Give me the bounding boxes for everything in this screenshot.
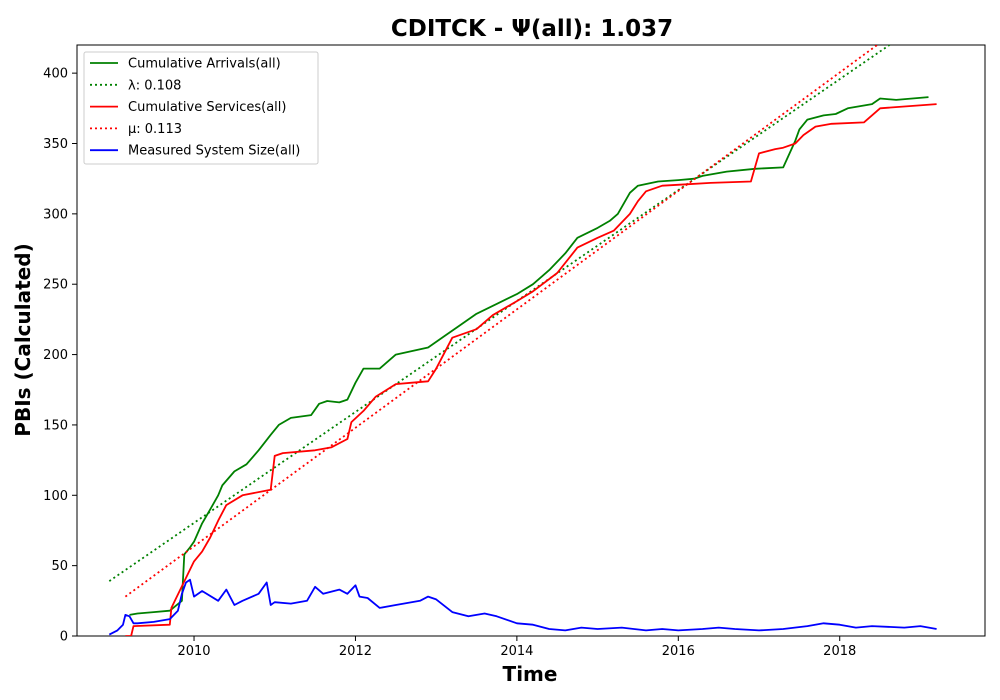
x-tick-label-1: 2012 <box>339 644 372 659</box>
y-tick-label-0: 0 <box>60 630 68 645</box>
y-tick-label-3: 150 <box>43 418 68 433</box>
series-layer <box>108 45 937 636</box>
x-tick-label-4: 2018 <box>823 644 856 659</box>
legend: Cumulative Arrivals(all) λ: 0.108 Cumulati… <box>83 51 319 165</box>
y-tick-label-6: 300 <box>43 207 68 222</box>
series-line-5 <box>108 578 937 636</box>
series-line-3 <box>125 103 937 636</box>
legend-box <box>83 51 319 165</box>
y-axis-title: PBIs (Calculated) <box>11 243 35 436</box>
axes-layer: 2010 2012 2014 2016 2018 0 50 100 150 200 250 300 35… <box>43 67 856 659</box>
series-line-1 <box>129 96 929 616</box>
x-tick-label-0: 2010 <box>177 644 210 659</box>
x-axis-title: Time <box>503 662 558 686</box>
y-tick-label-8: 400 <box>43 67 68 82</box>
y-tick-label-7: 350 <box>43 137 68 152</box>
y-tick-label-4: 200 <box>43 348 68 363</box>
legend-label-4: μ: 0.113 <box>128 122 182 137</box>
x-tick-label-3: 2016 <box>662 644 695 659</box>
legend-label-3: Cumulative Services(all) <box>128 100 286 115</box>
y-tick-label-1: 50 <box>51 559 68 574</box>
legend-label-5: Measured System Size(all) <box>128 144 300 159</box>
chart-title: CDITCK - Ψ(all): 1.037 <box>391 16 673 42</box>
legend-label-1: Cumulative Arrivals(all) <box>128 57 281 72</box>
y-tick-label-2: 100 <box>43 489 68 504</box>
y-tick-label-5: 250 <box>43 278 68 293</box>
x-tick-label-2: 2014 <box>500 644 533 659</box>
legend-label-2: λ: 0.108 <box>128 78 181 93</box>
